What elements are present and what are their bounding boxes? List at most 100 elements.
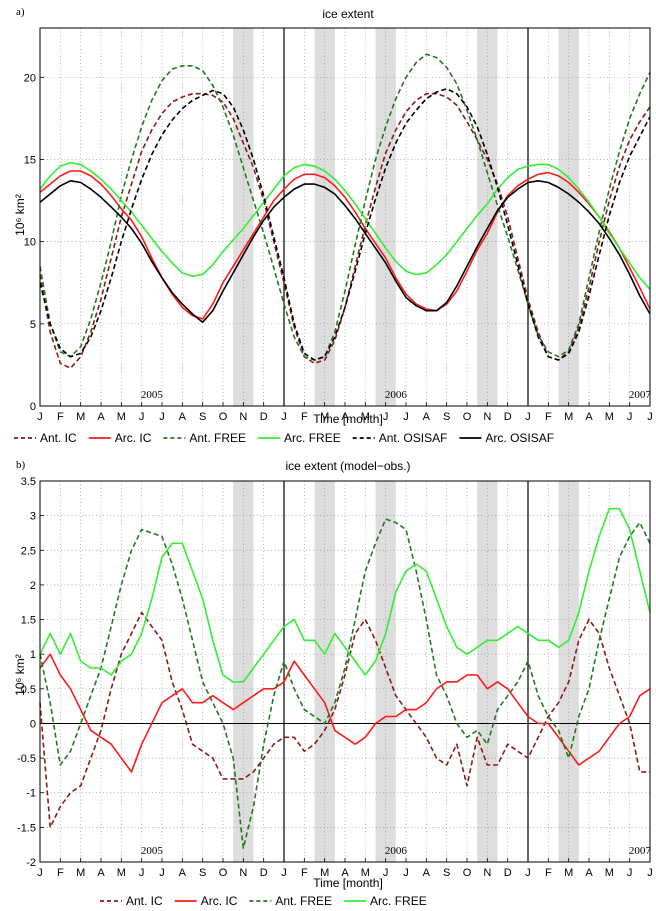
- b-x-tick-label: O: [219, 867, 228, 879]
- a-series-line-4: [39, 88, 651, 361]
- b-y-tick-label: 2: [30, 580, 36, 592]
- a-x-tick-label: O: [219, 411, 228, 423]
- panel-a-ylabel: 10⁶ km²: [13, 194, 27, 236]
- a-x-tick-label: M: [76, 411, 85, 423]
- a-x-tick-label: M: [361, 411, 370, 423]
- b-x-tick-label: A: [423, 867, 431, 879]
- panel-a-label: a): [16, 6, 25, 18]
- a-y-tick-label: 15: [24, 154, 36, 166]
- panel-b-label: b): [16, 459, 26, 471]
- legend-b: Ant. IC Arc. IC Ant. FREE Arc. FREE: [100, 894, 427, 908]
- a-legend-label: Arc. OSISAF: [485, 431, 554, 445]
- legend-a: Ant. IC Arc. IC Ant. FREE Arc. FREE Ant. OSI…: [14, 431, 554, 445]
- b-y-tick-label: 0.5: [21, 684, 36, 696]
- a-x-tick-label: F: [57, 411, 64, 423]
- a-x-tick-label: D: [504, 411, 512, 423]
- b-x-tick-label: F: [57, 867, 64, 879]
- b-x-tick-label: J: [627, 867, 633, 879]
- b-x-tick-label: J: [37, 867, 43, 879]
- a-legend-label: Arc. FREE: [284, 431, 341, 445]
- b-axes-frame: [39, 480, 651, 863]
- b-legend-label: Ant. IC: [126, 894, 163, 908]
- a-y-tick-label: 20: [24, 72, 36, 84]
- b-x-tick-label: J: [525, 867, 531, 879]
- a-legend-label: Arc. IC: [115, 431, 152, 445]
- b-series-line-3: [39, 507, 651, 683]
- b-x-tick-label: J: [383, 867, 389, 879]
- a-y-tick-label: 5: [30, 319, 36, 331]
- b-x-tick-label: F: [301, 867, 308, 879]
- b-y-tick-label: 3.5: [21, 476, 36, 488]
- b-shaded-period: [233, 481, 254, 862]
- b-x-tick-label: F: [545, 867, 552, 879]
- b-y-tick-label: -1: [26, 788, 36, 800]
- b-x-tick-label: A: [341, 867, 349, 879]
- a-x-tick-label: D: [260, 411, 268, 423]
- a-x-tick-label: J: [403, 411, 409, 423]
- a-x-tick-label: M: [605, 411, 614, 423]
- b-x-tick-label: D: [504, 867, 512, 879]
- a-legend-label: Ant. IC: [40, 431, 77, 445]
- b-y-tick-label: 1.5: [21, 615, 36, 627]
- a-y-tick-label: 10: [24, 237, 36, 249]
- b-x-tick-label: S: [443, 867, 450, 879]
- a-x-tick-label: J: [383, 411, 389, 423]
- a-x-tick-label: A: [423, 411, 431, 423]
- b-series-line-1: [39, 653, 651, 773]
- b-shaded-period: [477, 481, 498, 862]
- a-x-tick-label: A: [341, 411, 349, 423]
- b-x-tick-label: J: [403, 867, 409, 879]
- a-x-tick-label: F: [545, 411, 552, 423]
- a-x-tick-label: J: [525, 411, 531, 423]
- b-x-tick-label: A: [585, 867, 593, 879]
- a-series-line-3: [39, 162, 651, 290]
- a-axes-frame: [39, 27, 651, 407]
- b-x-tick-label: M: [361, 867, 370, 879]
- b-y-tick-label: 3: [30, 511, 36, 523]
- a-x-tick-label: S: [443, 411, 450, 423]
- a-series-line-1: [39, 170, 651, 320]
- b-x-tick-label: J: [159, 867, 165, 879]
- b-x-tick-label: M: [320, 867, 329, 879]
- a-x-tick-label: J: [627, 411, 633, 423]
- b-x-tick-label: A: [179, 867, 187, 879]
- a-x-tick-label: A: [585, 411, 593, 423]
- a-x-tick-label: M: [564, 411, 573, 423]
- b-x-tick-label: N: [239, 867, 247, 879]
- a-y-tick-label: 0: [30, 401, 36, 413]
- b-x-tick-label: J: [281, 867, 287, 879]
- b-x-tick-label: M: [564, 867, 573, 879]
- panel-a-title: ice extent: [322, 7, 374, 21]
- a-series-line-2: [39, 53, 651, 361]
- b-x-tick-label: D: [260, 867, 268, 879]
- panel-b: b) ice extent (model−obs.) Time [month] …: [13, 459, 653, 890]
- b-x-tick-label: M: [605, 867, 614, 879]
- b-x-tick-label: J: [139, 867, 145, 879]
- a-x-tick-label: N: [239, 411, 247, 423]
- b-legend-label: Arc. FREE: [370, 894, 427, 908]
- b-x-tick-label: M: [76, 867, 85, 879]
- a-x-tick-label: J: [647, 411, 653, 423]
- a-x-tick-label: N: [483, 411, 491, 423]
- b-x-tick-label: J: [647, 867, 653, 879]
- a-x-tick-label: O: [463, 411, 472, 423]
- b-series-line-0: [39, 611, 650, 829]
- a-x-tick-label: J: [139, 411, 145, 423]
- a-year-label: 2005: [141, 389, 164, 401]
- panel-b-ylabel: 10⁶ km²: [13, 654, 27, 696]
- a-x-tick-label: S: [199, 411, 206, 423]
- panel-a-xlabel: Time [month]: [313, 412, 383, 426]
- a-x-tick-label: M: [320, 411, 329, 423]
- b-x-tick-label: N: [483, 867, 491, 879]
- a-x-tick-label: J: [281, 411, 287, 423]
- b-y-tick-label: 0: [30, 718, 36, 730]
- a-year-label: 2007: [629, 389, 652, 401]
- panel-b-title: ice extent (model−obs.): [285, 459, 410, 473]
- b-shaded-period: [375, 481, 396, 862]
- b-y-tick-label: 1: [30, 649, 36, 661]
- a-x-tick-label: A: [179, 411, 187, 423]
- b-legend-label: Ant. FREE: [275, 894, 332, 908]
- a-x-tick-label: J: [159, 411, 165, 423]
